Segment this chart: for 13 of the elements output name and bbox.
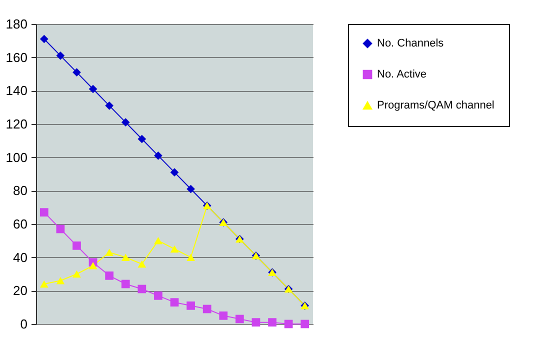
y-tick-label: 80 [13, 183, 28, 198]
y-tick-label: 100 [6, 150, 28, 165]
y-tick-label: 60 [13, 216, 28, 232]
legend-label: No. Channels [377, 38, 444, 50]
legend-label: No. Active [377, 68, 427, 80]
y-tick-label: 160 [6, 50, 28, 65]
y-tick-label: 20 [13, 283, 28, 298]
y-tick-label: 0 [20, 316, 28, 332]
y-tick-label: 120 [6, 116, 28, 132]
y-tick-label: 180 [6, 16, 28, 32]
y-tick-label: 140 [6, 83, 28, 98]
legend-label: Programs/QAM channel [377, 100, 494, 112]
y-tick-label: 40 [13, 250, 28, 265]
